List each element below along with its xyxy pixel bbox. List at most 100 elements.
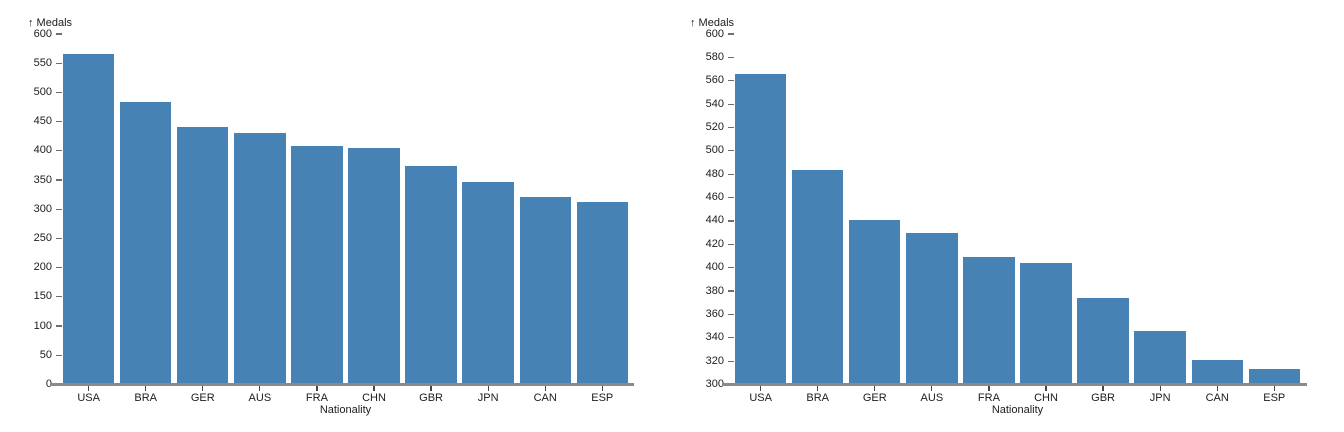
bar-esp xyxy=(576,201,628,385)
x-tick-mark xyxy=(931,386,933,392)
y-tick-label: 340 xyxy=(705,331,724,344)
x-category-label: BRA xyxy=(806,391,830,404)
y-axis-title: ↑ Medals xyxy=(28,17,73,29)
y-tick-label: 440 xyxy=(705,214,724,227)
bar-fra xyxy=(963,257,1015,385)
x-tick-mark xyxy=(145,386,147,392)
x-axis-title: Nationality xyxy=(319,404,372,416)
bar-bra xyxy=(120,101,172,385)
y-tick-mark xyxy=(728,267,734,269)
y-tick-mark xyxy=(56,267,62,269)
bar-ger xyxy=(849,219,901,385)
bar-aus xyxy=(234,133,286,385)
x-tick-mark xyxy=(988,386,990,392)
y-tick-label: 300 xyxy=(33,202,52,215)
y-tick-label: 360 xyxy=(705,307,724,320)
x-axis-line xyxy=(50,383,634,387)
y-tick-mark xyxy=(728,290,734,292)
y-tick-label: 540 xyxy=(705,97,724,110)
x-category-label: GER xyxy=(862,391,887,404)
y-axis-title: ↑ Medals xyxy=(690,17,735,29)
y-tick-mark xyxy=(56,237,62,240)
y-tick-label: 200 xyxy=(33,261,52,274)
y-tick-label: 520 xyxy=(705,120,724,133)
y-tick-mark xyxy=(728,150,734,152)
x-category-label: FRA xyxy=(977,391,1000,404)
x-tick-mark xyxy=(760,386,762,392)
x-tick-mark xyxy=(1045,386,1047,392)
y-tick-label: 400 xyxy=(33,144,52,157)
y-tick-mark xyxy=(56,325,62,327)
x-tick-mark xyxy=(1273,386,1275,392)
y-tick-label: 500 xyxy=(705,144,724,157)
x-category-label: USA xyxy=(749,391,772,404)
x-tick-mark xyxy=(259,386,261,392)
x-tick-mark xyxy=(1159,386,1161,392)
x-tick-mark xyxy=(316,386,318,392)
y-tick-mark xyxy=(56,208,62,210)
x-category-label: USA xyxy=(77,391,100,404)
x-tick-mark xyxy=(202,386,204,392)
y-tick-label: 460 xyxy=(705,191,724,204)
y-tick-label: 400 xyxy=(705,261,724,274)
x-tick-mark xyxy=(1216,386,1218,392)
bar-usa xyxy=(735,73,787,385)
x-tick-mark xyxy=(601,386,603,392)
x-category-label: ESP xyxy=(591,391,614,404)
y-tick-mark xyxy=(728,103,734,105)
y-tick-mark xyxy=(728,196,734,199)
y-tick-mark xyxy=(56,150,62,152)
x-tick-mark xyxy=(1102,386,1104,392)
y-tick-label: 380 xyxy=(705,284,724,297)
y-tick-label: 320 xyxy=(705,354,724,367)
x-category-label: BRA xyxy=(134,391,158,404)
x-tick-mark xyxy=(487,386,489,392)
y-tick-label: 150 xyxy=(33,290,52,303)
x-category-label: FRA xyxy=(305,391,328,404)
x-tick-mark xyxy=(430,386,432,392)
y-tick-label: 560 xyxy=(705,74,724,87)
y-tick-mark xyxy=(56,33,62,35)
y-tick-label: 480 xyxy=(705,167,724,180)
bar-jpn xyxy=(1134,330,1186,385)
y-tick-label: 580 xyxy=(705,50,724,63)
y-tick-mark xyxy=(728,33,734,35)
y-tick-mark xyxy=(56,121,62,123)
x-category-label: GER xyxy=(190,391,215,404)
bar-can xyxy=(1191,359,1243,385)
y-tick-label: 550 xyxy=(33,56,52,69)
bar-jpn xyxy=(462,182,514,385)
bar-bra xyxy=(792,169,844,385)
y-tick-label: 350 xyxy=(33,173,52,186)
bar-gbr xyxy=(405,166,457,385)
x-category-label: AUS xyxy=(248,391,272,404)
y-tick-mark xyxy=(728,337,734,339)
x-axis-title: Nationality xyxy=(991,404,1044,416)
y-tick-label: 450 xyxy=(33,115,52,128)
y-tick-label: 250 xyxy=(33,231,52,244)
bar-usa xyxy=(63,53,115,385)
y-tick-mark xyxy=(728,56,734,58)
y-tick-mark xyxy=(728,80,734,82)
y-tick-mark xyxy=(728,360,734,362)
y-tick-mark xyxy=(56,354,62,356)
x-category-label: JPN xyxy=(477,391,499,404)
bar-fra xyxy=(291,145,343,385)
y-tick-label: 420 xyxy=(705,237,724,250)
bar-chn xyxy=(348,148,400,385)
x-category-label: GBR xyxy=(1091,391,1115,404)
bar-can xyxy=(519,196,571,385)
x-category-label: GBR xyxy=(419,391,443,404)
y-tick-label: 100 xyxy=(33,319,52,332)
